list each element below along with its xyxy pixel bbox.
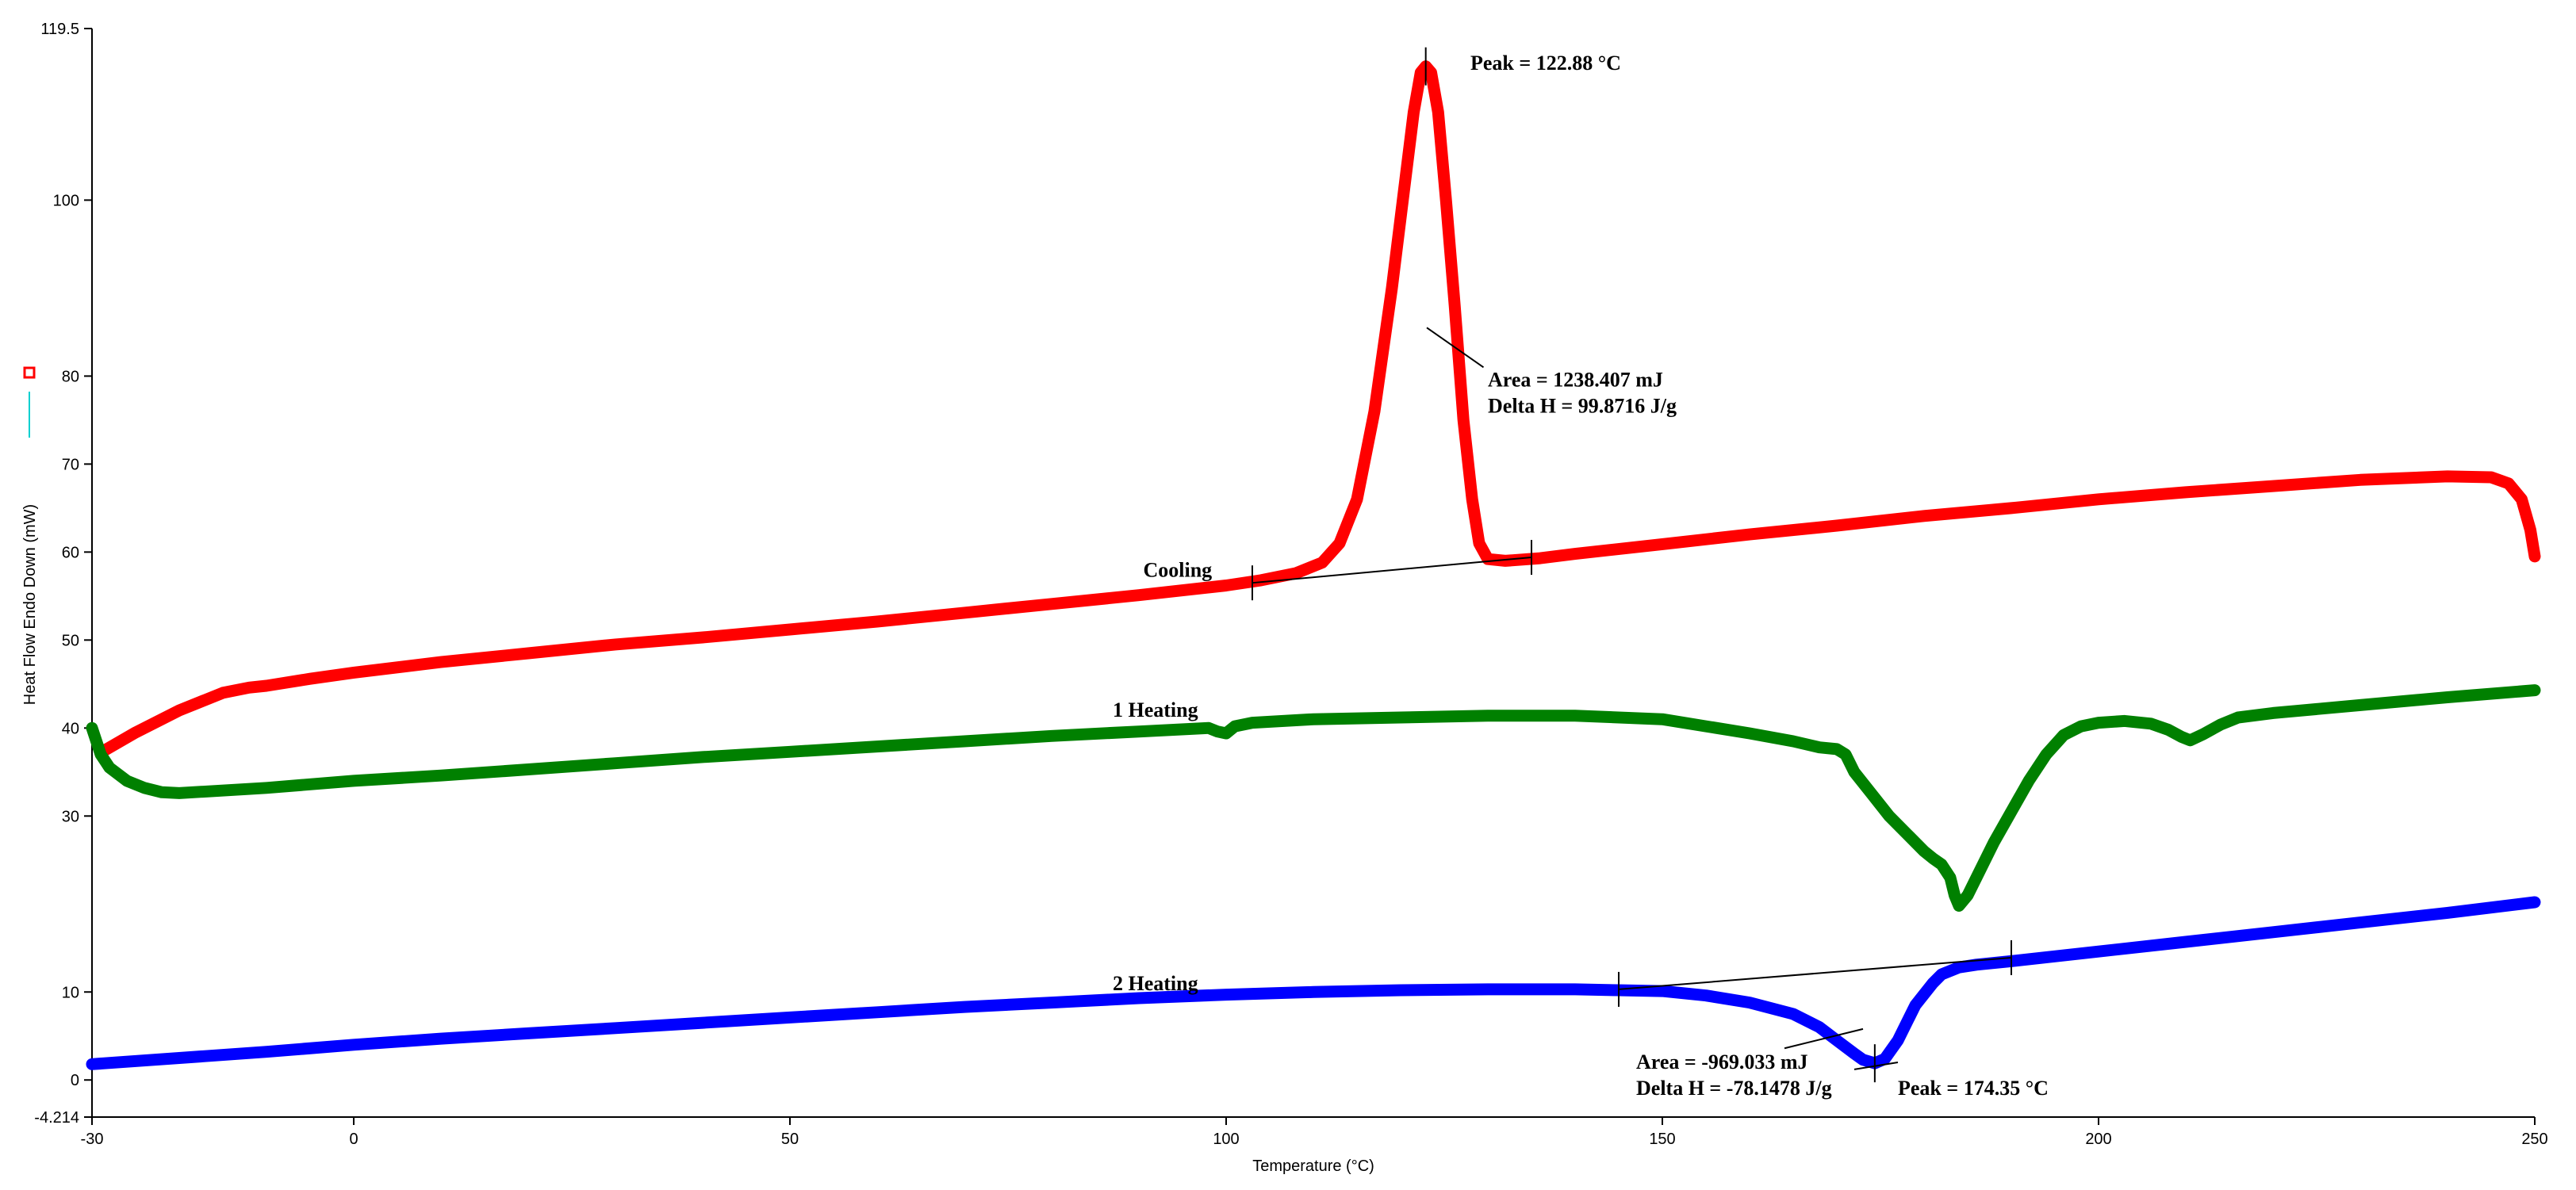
x-tick-label: 250 — [2521, 1131, 2547, 1148]
x-tick-label: 100 — [1213, 1131, 1239, 1148]
annotation-leader-line — [1426, 327, 1485, 369]
baseline-cooling — [1252, 557, 1532, 584]
x-axis-title: Temperature (°C) — [1252, 1157, 1374, 1175]
y-axis-title: Heat Flow Endo Down (mW) — [21, 504, 39, 705]
y-tick-label: 60 — [62, 544, 79, 561]
y-tick-label: 0 — [71, 1072, 79, 1089]
x-axis-ticks: -30 0 50 100 150 200 250 — [81, 1117, 2548, 1148]
y-tick-label: 50 — [62, 632, 79, 649]
series-line-1-heating — [86, 684, 2541, 912]
annotation-peak2-line-1: Peak = 174.35 °C — [1898, 1077, 2049, 1100]
curve-labels-group: Cooling 1 Heating 2 Heating — [1113, 558, 1212, 995]
y-tick-label: 10 — [62, 984, 79, 1001]
y-tick-label: 40 — [62, 720, 79, 737]
axes — [91, 29, 2535, 1118]
series-line-cooling — [99, 60, 2541, 756]
annotation-leader-line — [1853, 1062, 1899, 1070]
curve-label-cooling: Cooling — [1144, 558, 1213, 581]
annotations-group: Peak = 122.88 °C Area = 1238.407 mJ Delta … — [1470, 52, 2049, 1100]
curve-label-2-heating: 2 Heating — [1113, 972, 1198, 995]
y-tick-label: 30 — [62, 808, 79, 825]
leader-lines-group — [1426, 327, 1899, 1070]
annotation-area1-line-2: Delta H = 99.8716 J/g — [1488, 395, 1677, 418]
annotation-area2-line-2: Delta H = -78.1478 J/g — [1636, 1077, 1832, 1100]
y-tick-label: 119.5 — [40, 21, 79, 38]
series-line-2-heating — [86, 896, 2541, 1070]
y-axis-ticks: -4.214 0 10 30 40 50 60 70 80 100 119.5 — [34, 21, 92, 1127]
x-tick-label: 150 — [1649, 1131, 1675, 1148]
series-group — [86, 60, 2541, 1070]
legend — [23, 366, 36, 438]
y-tick-label: 70 — [62, 456, 79, 473]
y-tick-label: 80 — [62, 368, 79, 385]
x-tick-label: 200 — [2085, 1131, 2111, 1148]
peak-markers-group — [1424, 47, 1876, 1083]
annotation-area1-line-1: Area = 1238.407 mJ — [1488, 369, 1663, 392]
curve-label-1-heating: 1 Heating — [1113, 698, 1198, 721]
x-tick-label: 0 — [349, 1131, 358, 1148]
x-tick-label: 50 — [781, 1131, 799, 1148]
baselines-group — [1252, 540, 2012, 1007]
y-tick-label: 100 — [53, 192, 79, 209]
annotation-peak1-line-1: Peak = 122.88 °C — [1470, 52, 1621, 75]
x-tick-label: -30 — [81, 1131, 104, 1148]
annotation-area2-line-1: Area = -969.033 mJ — [1636, 1050, 1808, 1073]
y-tick-label: -4.214 — [34, 1109, 79, 1127]
baseline-2-heating — [1618, 956, 2012, 990]
legend-square-marker — [23, 366, 36, 379]
annotation-leader-line — [1784, 1027, 1864, 1050]
